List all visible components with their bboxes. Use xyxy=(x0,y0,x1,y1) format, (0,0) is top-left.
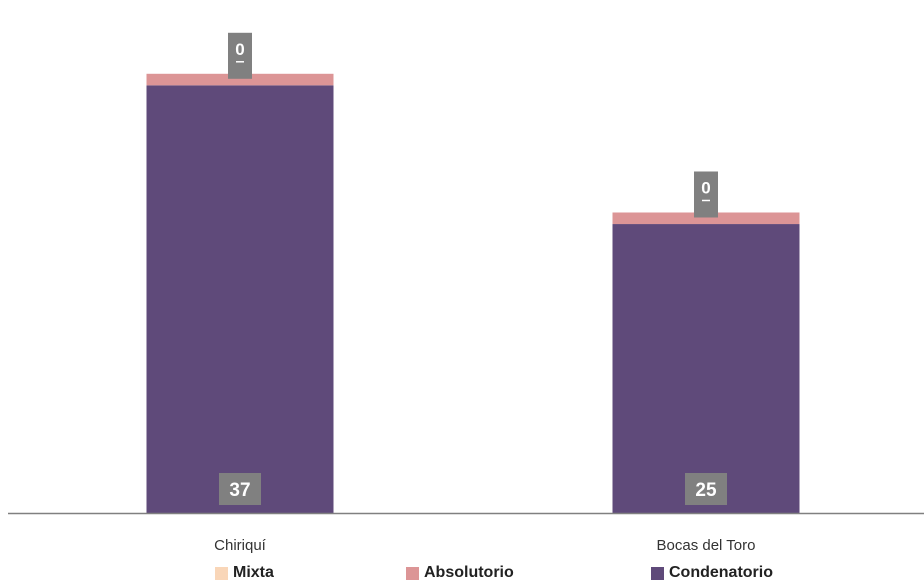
bar-condenatorio-bocas-del-toro xyxy=(612,224,800,513)
data-label-box-mixta-bocas-del-toro xyxy=(694,171,718,218)
x-tick-label-chiriqui: Chiriquí xyxy=(214,537,267,554)
data-label-condenatorio-chiriqui: 37 xyxy=(229,480,250,501)
bar-absolutorio-bocas-del-toro xyxy=(612,212,800,225)
legend-item-condenatorio: Condenatorio xyxy=(651,562,773,584)
legend-label-mixta: Mixta xyxy=(233,564,274,581)
legend-item-absolutorio: Absolutorio xyxy=(406,562,514,584)
bars-layer xyxy=(146,73,800,513)
x-tick-label-bocas-del-toro: Bocas del Toro xyxy=(657,537,756,554)
legend-label-absolutorio: Absolutorio xyxy=(424,564,514,581)
data-label-box-mixta-chiriqui xyxy=(228,32,252,79)
bar-absolutorio-chiriqui xyxy=(146,73,334,86)
data-label-box-condenatorio-chiriqui xyxy=(219,473,261,505)
legend: Mixta Absolutorio Condenatorio xyxy=(0,562,924,584)
data-label-box-condenatorio-bocas-del-toro xyxy=(685,473,727,505)
data-label-condenatorio-bocas-del-toro: 25 xyxy=(695,480,717,501)
data-label-mixta-chiriqui: 0 xyxy=(235,40,244,59)
legend-swatch-absolutorio xyxy=(406,566,419,580)
legend-swatch-condenatorio xyxy=(651,566,664,580)
labels-layer: Chiriquí 37 0 Bocas del Toro 25 0 xyxy=(214,32,756,554)
bar-condenatorio-chiriqui xyxy=(146,85,334,513)
data-label-mixta-bocas-del-toro: 0 xyxy=(701,178,710,197)
legend-item-mixta: Mixta xyxy=(215,562,274,584)
legend-swatch-mixta xyxy=(215,566,228,580)
legend-label-condenatorio: Condenatorio xyxy=(669,564,773,581)
